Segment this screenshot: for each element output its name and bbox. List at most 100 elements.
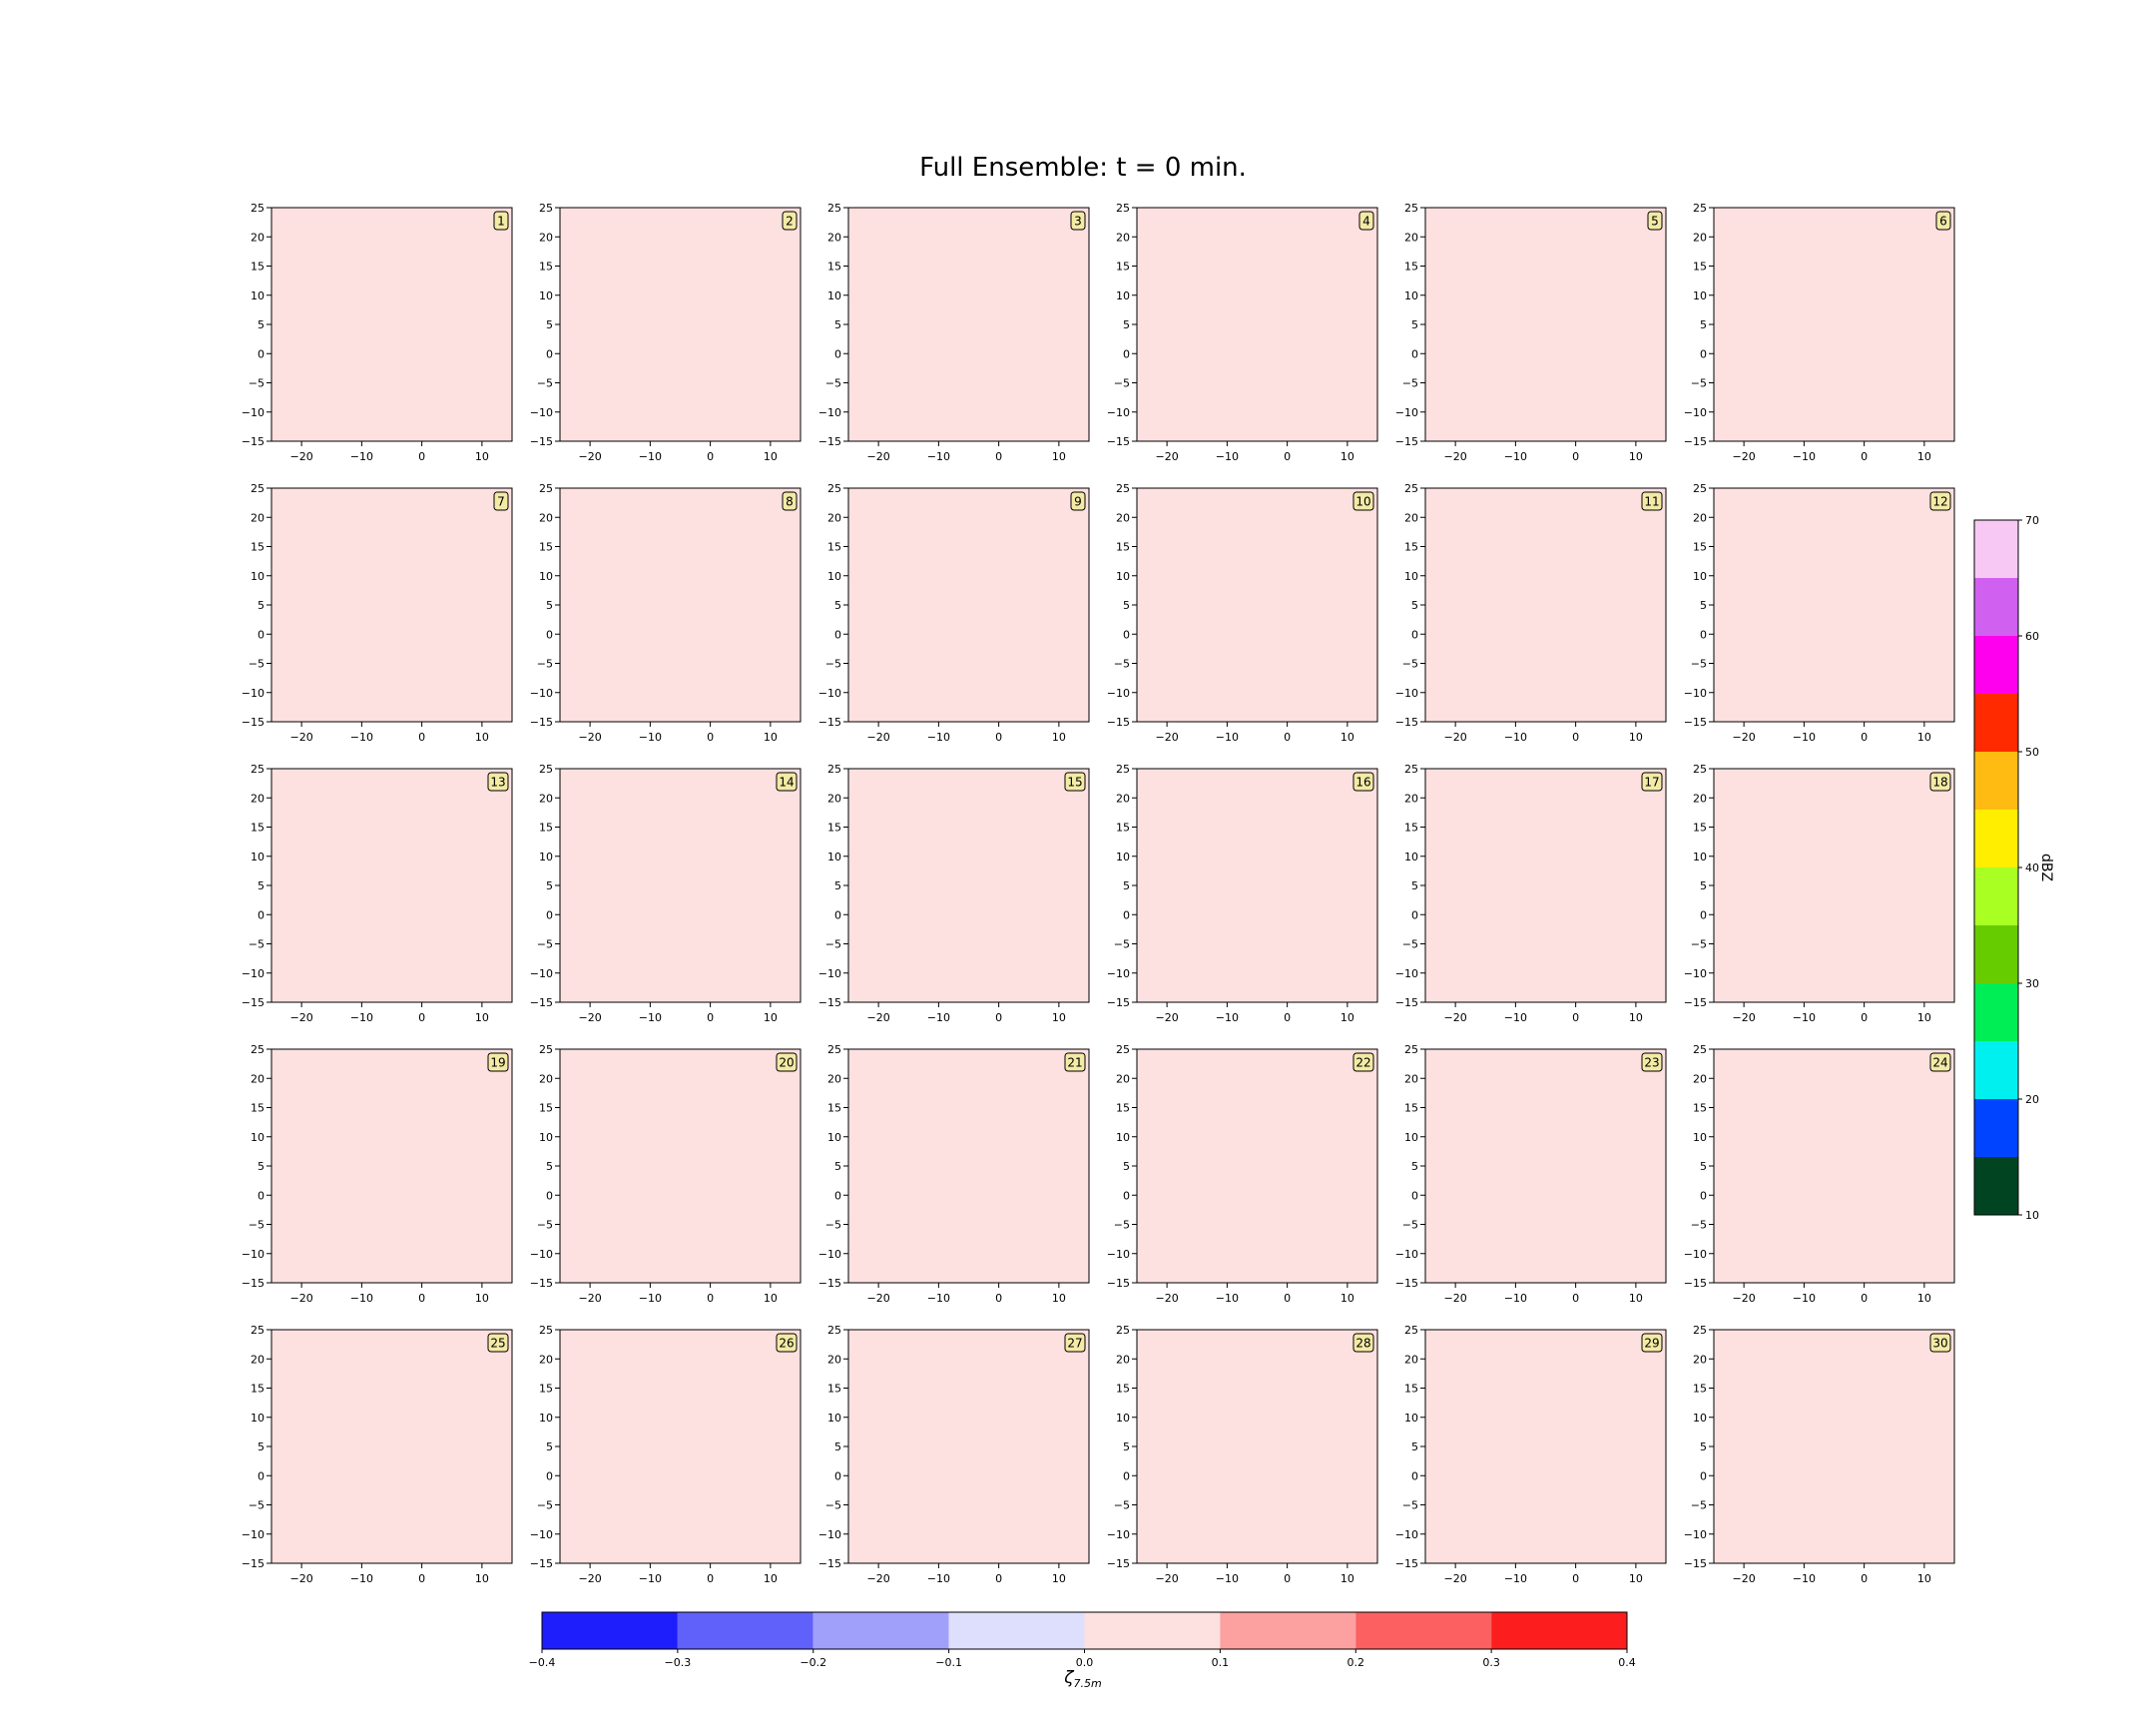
dbz-color-bin bbox=[1974, 810, 2018, 867]
y-tick-label: 20 bbox=[827, 231, 841, 244]
x-tick-label: 10 bbox=[1052, 731, 1066, 744]
y-tick-label: −10 bbox=[530, 687, 553, 700]
member-badge bbox=[782, 211, 798, 231]
member-badge bbox=[1064, 772, 1086, 792]
x-tick-label: 10 bbox=[1917, 450, 1931, 463]
y-tick-label: 0 bbox=[1123, 628, 1130, 641]
vorticity-tick-label: −0.3 bbox=[665, 1656, 692, 1669]
y-tick-label: 25 bbox=[1116, 1324, 1130, 1337]
vorticity-field bbox=[1425, 1330, 1666, 1563]
panel-25: −20 −10 0 10 25 20 15 10 5 0 −5 −10 −15 25 bbox=[242, 1324, 513, 1585]
member-badge bbox=[782, 491, 798, 511]
y-tick-label: 5 bbox=[1700, 879, 1707, 892]
y-tick-label: 20 bbox=[539, 1072, 553, 1085]
member-number: 22 bbox=[1355, 1056, 1370, 1070]
member-badge bbox=[487, 1052, 509, 1072]
y-tick-label: 20 bbox=[827, 1353, 841, 1366]
vorticity-field bbox=[1714, 769, 1954, 1002]
y-tick-label: 0 bbox=[1700, 1189, 1707, 1202]
y-tick-label: −5 bbox=[537, 938, 553, 951]
y-tick-label: 10 bbox=[251, 1412, 265, 1425]
y-tick-label: 0 bbox=[1411, 1189, 1418, 1202]
member-badge bbox=[1070, 491, 1086, 511]
vorticity-color-bin bbox=[1220, 1612, 1356, 1649]
y-tick-label: 15 bbox=[1693, 261, 1707, 274]
y-tick-label: 20 bbox=[1693, 792, 1707, 805]
panel-7: −20 −10 0 10 25 20 15 10 5 0 −5 −10 −15 7 bbox=[242, 482, 513, 744]
panel-18: −20 −10 0 10 25 20 15 10 5 0 −5 −10 −15 18 bbox=[1684, 763, 1955, 1024]
panel-22: −20 −10 0 10 25 20 15 10 5 0 −5 −10 −15 22 bbox=[1107, 1043, 1378, 1305]
y-tick-label: 5 bbox=[1123, 318, 1130, 331]
y-tick-label: 5 bbox=[1700, 1440, 1707, 1453]
x-tick-label: 10 bbox=[1052, 1572, 1066, 1585]
vorticity-color-bin bbox=[812, 1612, 949, 1649]
y-tick-label: 0 bbox=[1411, 1469, 1418, 1482]
x-tick-label: 0 bbox=[995, 450, 1002, 463]
y-tick-label: 10 bbox=[1116, 851, 1130, 863]
vorticity-tick-label: −0.2 bbox=[800, 1656, 826, 1669]
y-tick-label: 15 bbox=[539, 541, 553, 554]
y-tick-label: 20 bbox=[539, 792, 553, 805]
x-tick-label: 0 bbox=[418, 1572, 425, 1585]
member-badge bbox=[1929, 772, 1951, 792]
y-tick-label: 20 bbox=[1116, 1353, 1130, 1366]
y-tick-label: 5 bbox=[1700, 318, 1707, 331]
y-tick-label: 10 bbox=[251, 289, 265, 302]
member-number: 28 bbox=[1355, 1337, 1370, 1351]
panel-5: −20 −10 0 10 25 20 15 10 5 0 −5 −10 −15 5 bbox=[1395, 202, 1667, 463]
y-tick-label: −10 bbox=[1684, 1248, 1707, 1261]
y-tick-label: 25 bbox=[827, 1324, 841, 1337]
x-tick-label: −10 bbox=[1216, 1011, 1239, 1024]
y-tick-label: −15 bbox=[1684, 1277, 1707, 1290]
x-tick-label: 0 bbox=[707, 1292, 714, 1305]
y-tick-label: 20 bbox=[1116, 231, 1130, 244]
y-tick-label: 5 bbox=[1411, 879, 1418, 892]
y-tick-label: 25 bbox=[827, 1043, 841, 1056]
x-tick-label: −10 bbox=[639, 1572, 662, 1585]
y-tick-label: −5 bbox=[825, 377, 841, 390]
x-tick-label: −10 bbox=[1504, 1292, 1527, 1305]
x-tick-label: 0 bbox=[707, 731, 714, 744]
y-tick-label: −10 bbox=[1107, 967, 1130, 980]
y-tick-label: −15 bbox=[530, 1557, 553, 1570]
x-tick-label: 0 bbox=[1284, 1572, 1291, 1585]
y-tick-label: 25 bbox=[827, 763, 841, 776]
x-tick-label: −20 bbox=[867, 1011, 890, 1024]
y-tick-label: −15 bbox=[1107, 996, 1130, 1009]
x-tick-label: 10 bbox=[1341, 731, 1354, 744]
y-tick-label: −10 bbox=[818, 1528, 841, 1541]
member-badge bbox=[1352, 1052, 1374, 1072]
y-tick-label: 10 bbox=[1116, 1131, 1130, 1144]
panel-2: −20 −10 0 10 25 20 15 10 5 0 −5 −10 −15 2 bbox=[530, 202, 802, 463]
vorticity-field bbox=[848, 769, 1089, 1002]
y-tick-label: 0 bbox=[1411, 628, 1418, 641]
panel-4: −20 −10 0 10 25 20 15 10 5 0 −5 −10 −15 4 bbox=[1107, 202, 1378, 463]
x-tick-label: 10 bbox=[1341, 450, 1354, 463]
dbz-color-bin bbox=[1974, 578, 2018, 636]
y-tick-label: 25 bbox=[827, 202, 841, 215]
y-tick-label: −15 bbox=[1395, 716, 1418, 729]
x-tick-label: −20 bbox=[579, 450, 602, 463]
panel-11: −20 −10 0 10 25 20 15 10 5 0 −5 −10 −15 11 bbox=[1395, 482, 1667, 744]
y-tick-label: 10 bbox=[1404, 851, 1418, 863]
member-number: 10 bbox=[1355, 495, 1370, 509]
x-tick-label: 0 bbox=[1572, 1011, 1579, 1024]
y-tick-label: 15 bbox=[1116, 541, 1130, 554]
panel-8: −20 −10 0 10 25 20 15 10 5 0 −5 −10 −15 8 bbox=[530, 482, 802, 744]
member-number: 23 bbox=[1644, 1056, 1659, 1070]
y-tick-label: 25 bbox=[251, 202, 265, 215]
y-tick-label: 15 bbox=[1116, 261, 1130, 274]
y-tick-label: 0 bbox=[834, 1189, 841, 1202]
y-tick-label: 5 bbox=[546, 318, 553, 331]
vorticity-field bbox=[271, 1049, 512, 1283]
panel-21: −20 −10 0 10 25 20 15 10 5 0 −5 −10 −15 21 bbox=[818, 1043, 1090, 1305]
y-tick-label: 0 bbox=[1411, 908, 1418, 921]
y-tick-label: −5 bbox=[249, 1499, 265, 1512]
x-tick-label: 0 bbox=[1284, 731, 1291, 744]
vorticity-field bbox=[1714, 488, 1954, 722]
y-tick-label: 5 bbox=[546, 1440, 553, 1453]
x-tick-label: 10 bbox=[1629, 1292, 1643, 1305]
vorticity-tick-label: 0.1 bbox=[1212, 1656, 1230, 1669]
x-tick-label: −10 bbox=[1793, 731, 1816, 744]
